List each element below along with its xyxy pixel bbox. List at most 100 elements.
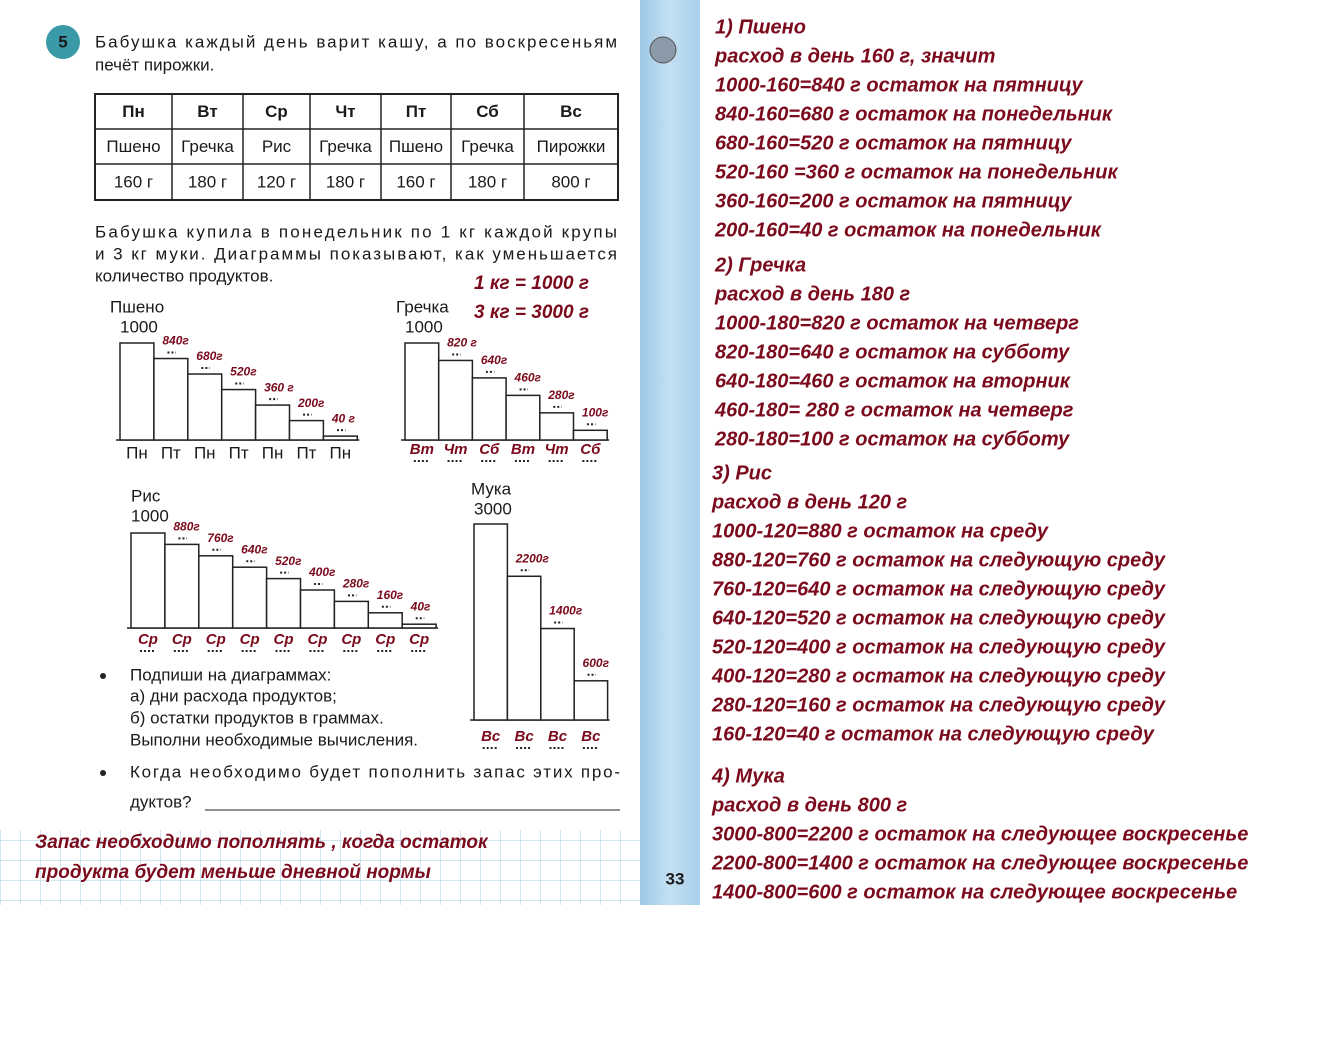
category-label: Ср xyxy=(172,631,192,648)
value-label: 820 г xyxy=(447,336,477,350)
category-label: Вс xyxy=(515,728,535,745)
instruction: Выполни необходимые вычисления. xyxy=(130,730,418,749)
solution-line: 820-180=640 г остаток на субботу xyxy=(715,341,1070,363)
category-label: Пн xyxy=(126,443,148,462)
value-label: 280г xyxy=(547,388,575,402)
value-label: 760г xyxy=(207,531,234,545)
solution-line: 400-120=280 г остаток на следующую среду xyxy=(711,665,1166,687)
table-cell: Пн xyxy=(122,102,145,121)
value-label: 520г xyxy=(230,365,257,379)
bar xyxy=(437,359,474,441)
value-label: 400г xyxy=(308,565,336,579)
bar xyxy=(130,532,166,629)
category-label: Ср xyxy=(274,631,294,648)
page-margin xyxy=(640,0,700,905)
paragraph-line: и 3 кг муки. Диаграммы показывают, как у… xyxy=(95,244,617,263)
solution-line: 1) Пшено xyxy=(715,16,806,38)
table-cell: 180 г xyxy=(326,172,365,191)
answer-line: Запас необходимо пополнять , когда остат… xyxy=(35,832,489,853)
solution-line: 2) Гречка xyxy=(714,254,806,276)
task-number: 5 xyxy=(58,32,67,51)
bar xyxy=(471,377,507,441)
value-label: 3000 xyxy=(474,499,512,518)
category-label: Пт xyxy=(229,443,249,462)
solution-line: расход в день 160 г, значит xyxy=(714,45,995,67)
bar xyxy=(198,555,234,629)
answer-line: продукта будет меньше дневной нормы xyxy=(35,862,431,883)
solution-line: 1400-800=600 г остаток на следующее воск… xyxy=(712,881,1237,903)
bar xyxy=(119,342,155,441)
value-label: 100г xyxy=(582,405,609,419)
value-label: 2200г xyxy=(515,551,550,565)
value-label: 520г xyxy=(275,554,302,568)
category-label: Ср xyxy=(138,631,158,648)
value-label: 1000 xyxy=(120,317,158,336)
category-label: Пт xyxy=(296,443,316,462)
value-label: 40 г xyxy=(331,411,356,425)
instruction: а) дни расхода продуктов; xyxy=(130,686,337,705)
task-badge xyxy=(46,25,80,59)
table-cell: 800 г xyxy=(551,172,590,191)
value-label: 160г xyxy=(377,588,404,602)
table-cell: Ср xyxy=(265,102,288,121)
value-label: 640г xyxy=(481,353,508,367)
solution-line: 160-120=40 г остаток на следующую среду xyxy=(712,723,1155,745)
bar xyxy=(404,342,440,441)
category-label: Вт xyxy=(410,441,434,458)
solution-line: 200-160=40 г остаток на понедельник xyxy=(714,219,1102,241)
value-label: 600г xyxy=(583,656,610,670)
chart-title: Гречка xyxy=(396,297,449,316)
category-label: Пн xyxy=(194,443,216,462)
solution-line: 520-120=400 г остаток на следующую среду xyxy=(712,636,1166,658)
category-label: Ср xyxy=(240,631,260,648)
bar xyxy=(187,373,223,441)
chart-title: Мука xyxy=(471,479,512,498)
bar xyxy=(254,404,291,441)
solution-line: 1000-180=820 г остаток на четверг xyxy=(715,312,1079,334)
table-cell: Пшено xyxy=(389,137,443,156)
category-label: Пт xyxy=(161,443,181,462)
instruction: Подпиши на диаграммах: xyxy=(130,665,331,684)
solution-line: расход в день 180 г xyxy=(714,283,911,305)
solution-line: 280-180=100 г остаток на субботу xyxy=(714,428,1070,450)
bar xyxy=(333,600,370,629)
value-label: 1400г xyxy=(549,604,583,618)
solution-line: 640-180=460 г остаток на вторник xyxy=(715,370,1071,392)
bar xyxy=(401,623,437,629)
table-cell: Вс xyxy=(560,102,582,121)
solution-line: 2200-800=1400 г остаток на следующее вос… xyxy=(711,852,1248,874)
category-label: Ср xyxy=(206,631,226,648)
bullet xyxy=(100,770,106,776)
table-cell: Пирожки xyxy=(537,137,606,156)
bar xyxy=(473,523,509,721)
bar xyxy=(505,394,541,441)
category-label: Сб xyxy=(580,441,601,458)
category-label: Чт xyxy=(545,441,569,458)
table-cell: Сб xyxy=(476,102,499,121)
chart-title: Рис xyxy=(131,486,161,505)
category-label: Вс xyxy=(581,728,601,745)
solution-line: 520-160 =360 г остаток на понедельник xyxy=(715,161,1118,183)
bar xyxy=(573,680,609,721)
value-label: 280г xyxy=(342,577,370,591)
category-label: Вт xyxy=(511,441,535,458)
bar xyxy=(367,612,403,629)
table-cell: Чт xyxy=(335,102,355,121)
solution-line: 680-160=520 г остаток на пятницу xyxy=(715,132,1072,154)
table-cell: Рис xyxy=(262,137,292,156)
category-label: Пн xyxy=(262,443,284,462)
bullet xyxy=(100,673,106,679)
page-number: 33 xyxy=(666,869,685,888)
task-text: Бабушка каждый день варит кашу, а по вос… xyxy=(95,32,617,51)
bar xyxy=(540,627,575,721)
value-label: 460г xyxy=(514,371,542,385)
grid-paper xyxy=(0,830,640,905)
solution-line: 460-180= 280 г остаток на четверг xyxy=(714,399,1074,421)
bar xyxy=(288,419,325,441)
category-label: Вс xyxy=(548,728,568,745)
bar xyxy=(231,566,268,629)
value-label: 360 г xyxy=(264,380,294,394)
table-cell: Гречка xyxy=(181,137,234,156)
table-cell: Гречка xyxy=(461,137,514,156)
